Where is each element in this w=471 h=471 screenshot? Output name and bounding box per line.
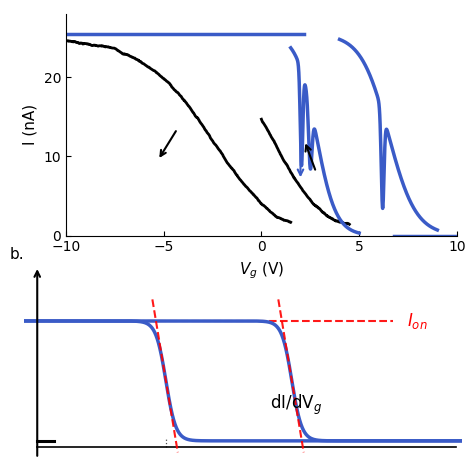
Y-axis label: I (nA): I (nA) <box>23 104 38 146</box>
Text: b.: b. <box>9 247 24 262</box>
Text: dI/dV$_g$: dI/dV$_g$ <box>270 393 322 417</box>
Text: $I_{on}$: $I_{on}$ <box>407 311 427 331</box>
X-axis label: $V_g$ (V): $V_g$ (V) <box>239 260 284 281</box>
